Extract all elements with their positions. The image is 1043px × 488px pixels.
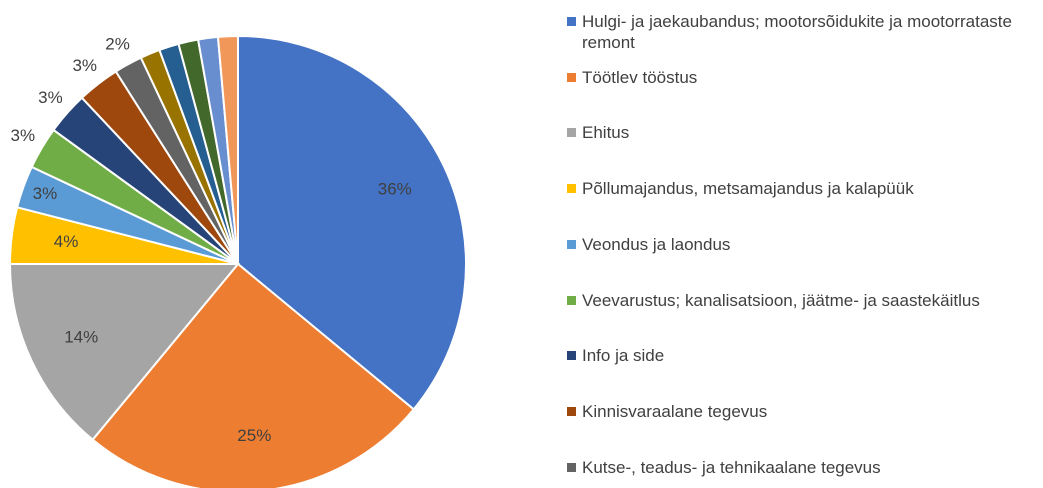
pie-slice <box>216 34 239 265</box>
legend-label: Kinnisvaraalane tegevus <box>582 401 768 421</box>
legend-entry: Hulgi- ja jaekaubandus; mootorsõidukite … <box>567 11 1043 53</box>
legend-swatch <box>567 72 576 82</box>
data-label: 14% <box>64 327 98 346</box>
legend-label: Töötlev tööstus <box>582 67 698 87</box>
data-label: 4% <box>54 232 79 251</box>
legend-label: Kutse-, teadus- ja tehnikaalane tegevus <box>582 457 881 477</box>
legend-label: Veevarustus; kanalisatsioon, jäätme- ja … <box>582 290 980 310</box>
legend-entry: Kinnisvaraalane tegevus <box>567 401 1043 422</box>
legend-swatch <box>567 462 576 472</box>
pie-slice <box>91 262 416 488</box>
legend-swatch <box>567 17 576 26</box>
data-label: 25% <box>237 426 271 445</box>
legend-label: Ehitus <box>582 123 630 143</box>
legend-swatch <box>567 406 576 416</box>
data-label: 3% <box>38 88 63 107</box>
legend-entry: Põllumajandus, metsamajandus ja kalapüük <box>567 178 1043 199</box>
legend-label: Info ja side <box>582 346 665 366</box>
data-label: 3% <box>11 126 36 145</box>
data-label: 36% <box>378 180 412 199</box>
legend-entry: Info ja side <box>567 345 1043 366</box>
pie-slice <box>8 263 241 442</box>
legend-swatch <box>567 295 576 305</box>
legend-swatch <box>567 351 576 361</box>
legend-label: Veondus ja laondus <box>582 234 731 254</box>
legend-swatch <box>567 239 576 249</box>
legend-swatch <box>567 184 576 194</box>
data-label: 2% <box>105 34 130 53</box>
legend-entry: Kutse-, teadus- ja tehnikaalane tegevus <box>567 457 1043 478</box>
legend-swatch <box>567 128 576 138</box>
legend-label: Põllumajandus, metsamajandus ja kalapüük <box>582 179 914 199</box>
legend-entry: Ehitus <box>567 122 1043 143</box>
legend-entry: Veondus ja laondus <box>567 234 1043 255</box>
legend-entry: Töötlev tööstus <box>567 67 1043 88</box>
data-label: 3% <box>33 184 58 203</box>
legend-label: Hulgi- ja jaekaubandus; mootorsõidukite … <box>582 12 1012 52</box>
pie-slice <box>237 34 467 411</box>
chart: 36%25%14%4%3%3%3%3%2% <box>8 34 467 488</box>
data-label: 3% <box>72 56 97 75</box>
legend-entry: Veevarustus; kanalisatsioon, jäätme- ja … <box>567 290 1043 311</box>
